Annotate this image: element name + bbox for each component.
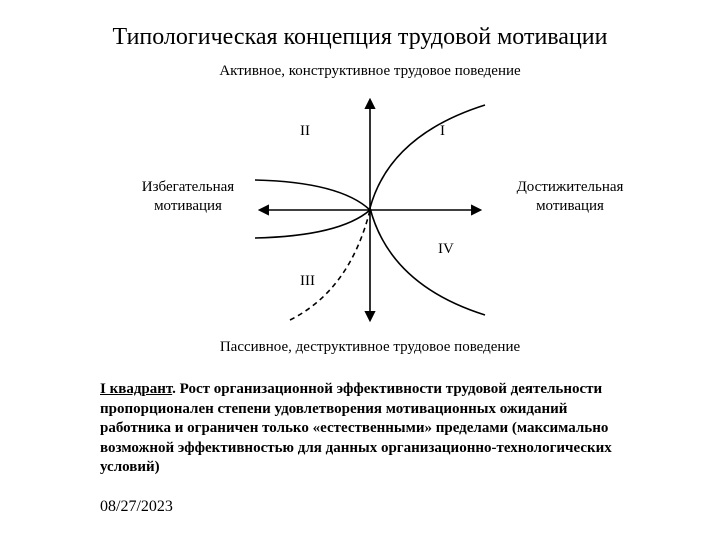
slide-date: 08/27/2023 bbox=[100, 498, 173, 516]
label-bottom: Пассивное, деструктивное трудовое поведе… bbox=[200, 338, 540, 357]
curve-q2-bot bbox=[255, 210, 370, 238]
body-rest: . Рост организационной эффективности тру… bbox=[100, 381, 612, 475]
body-paragraph: I квадрант. Рост организационной эффекти… bbox=[100, 380, 640, 478]
curve-q2-top bbox=[255, 180, 370, 210]
motivation-diagram bbox=[230, 90, 510, 330]
label-top: Активное, конструктивное трудовое поведе… bbox=[200, 62, 540, 81]
label-right-l2: мотивация bbox=[536, 198, 604, 214]
label-left-l1: Избегательная bbox=[142, 179, 234, 195]
label-left-l2: мотивация bbox=[154, 198, 222, 214]
label-right-l1: Достижительная bbox=[517, 179, 624, 195]
slide-title: Типологическая концепция трудовой мотива… bbox=[0, 24, 720, 51]
curve-q3-dashed bbox=[290, 210, 370, 320]
body-lead: I квадрант bbox=[100, 381, 172, 397]
label-right: Достижительная мотивация bbox=[500, 178, 640, 216]
slide: Типологическая концепция трудовой мотива… bbox=[0, 0, 720, 540]
